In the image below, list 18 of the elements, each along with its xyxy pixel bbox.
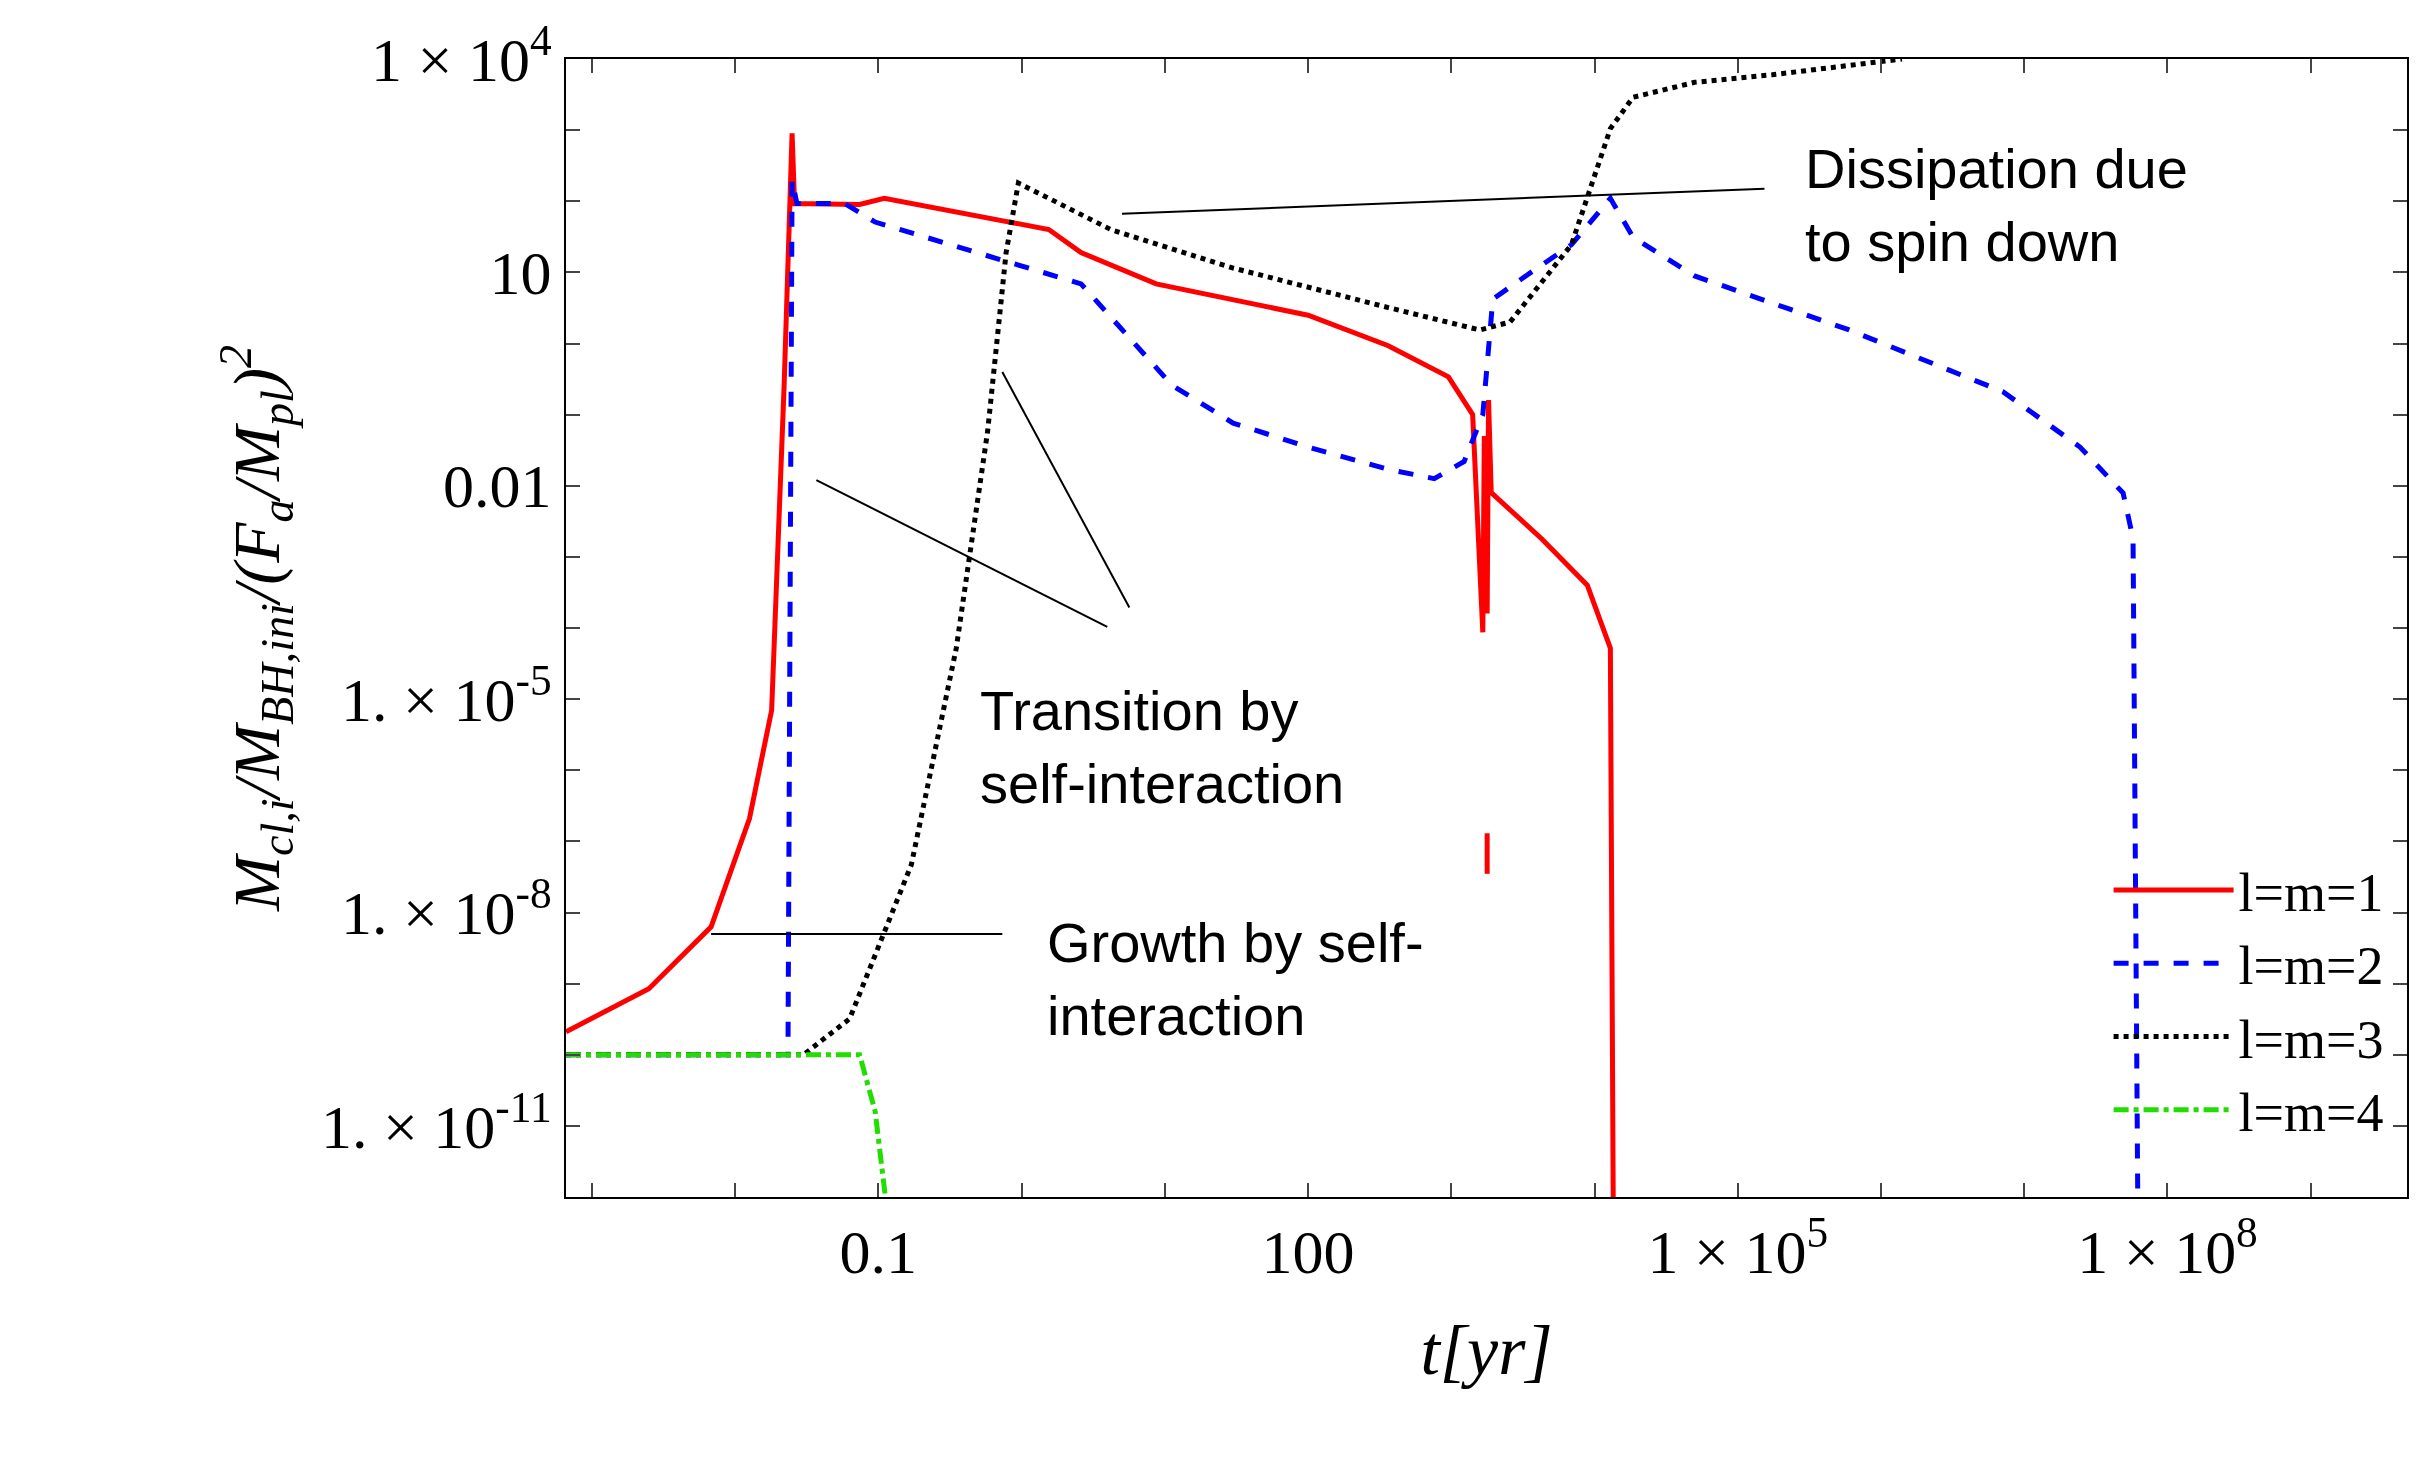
y-tick-label: 1. × 10$^{-11}$ [320, 1082, 552, 1161]
annotation: Dissipation due to spin down [1805, 137, 2188, 273]
y-tick-label: 1. × 10$^{-8}$ [340, 869, 552, 948]
y-tick-label: 1. × 10$^{-5}$ [340, 655, 552, 734]
y-tick-label: 1 × 10$^{4}$ [370, 15, 552, 94]
y-tick-label: 10 [489, 239, 552, 308]
annotation: Growth by self- interaction [1047, 911, 1424, 1047]
legend-label: l=m=2 [2238, 936, 2384, 997]
annotation: Transition by self-interaction [980, 679, 1345, 815]
legend-label: l=m=4 [2238, 1082, 2384, 1143]
x-axis-title: t[yr] [1420, 1312, 1553, 1390]
x-tick-label: 1 × 10$^{5}$ [1647, 1208, 1829, 1287]
x-tick-label: 1 × 10$^{8}$ [2077, 1208, 2258, 1287]
legend-label: l=m=1 [2238, 863, 2384, 924]
legend-label: l=m=3 [2238, 1009, 2384, 1070]
y-tick-label: 0.01 [443, 452, 552, 521]
x-tick-label: 100 [1261, 1218, 1355, 1287]
x-tick-label: 0.1 [839, 1218, 918, 1287]
